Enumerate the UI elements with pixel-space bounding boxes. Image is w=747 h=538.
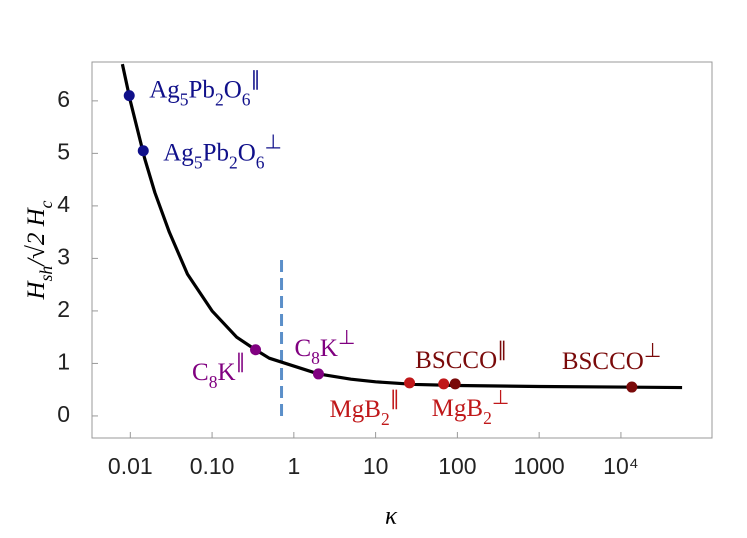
point-label: Ag5Pb2O6⊥ [163,131,282,172]
point-label: BSCCO⊥ [562,340,661,375]
y-tick-label: 5 [57,138,70,164]
data-point [449,378,461,390]
x-tick-label: 10 [363,453,389,479]
x-tick-label: 1000 [514,453,565,479]
data-point [438,378,450,390]
y-tick-label: 1 [57,349,70,375]
data-point [312,368,324,380]
y-label: Hsh/√2 Hc [23,200,56,300]
point-label: C8K⊥ [294,327,355,368]
data-point [123,90,135,102]
y-tick-label: 6 [57,86,70,112]
point-label: MgB2∥ [330,387,400,428]
data-point [137,145,149,157]
curve [120,63,683,390]
data-point [404,377,416,389]
y-tick-label: 2 [57,296,70,322]
point-label: MgB2⊥ [432,387,510,428]
point-label: C8K∥ [192,350,246,391]
plot-frame [91,61,713,439]
point-label: BSCCO∥ [415,339,507,374]
x-tick-label: 1 [287,453,300,479]
x-tick-label: 0.01 [108,453,153,479]
x-tick-label: 0.10 [190,453,235,479]
data-point [250,344,262,356]
point-label: Ag5Pb2O6∥ [149,68,260,109]
x-tick-label: 100 [438,453,476,479]
y-tick-label: 4 [57,191,70,217]
y-tick-label: 0 [57,401,70,427]
y-tick-label: 3 [57,243,70,269]
x-label: κ [385,503,398,530]
x-tick-label: 10⁴ [603,453,638,479]
data-point [626,381,638,393]
